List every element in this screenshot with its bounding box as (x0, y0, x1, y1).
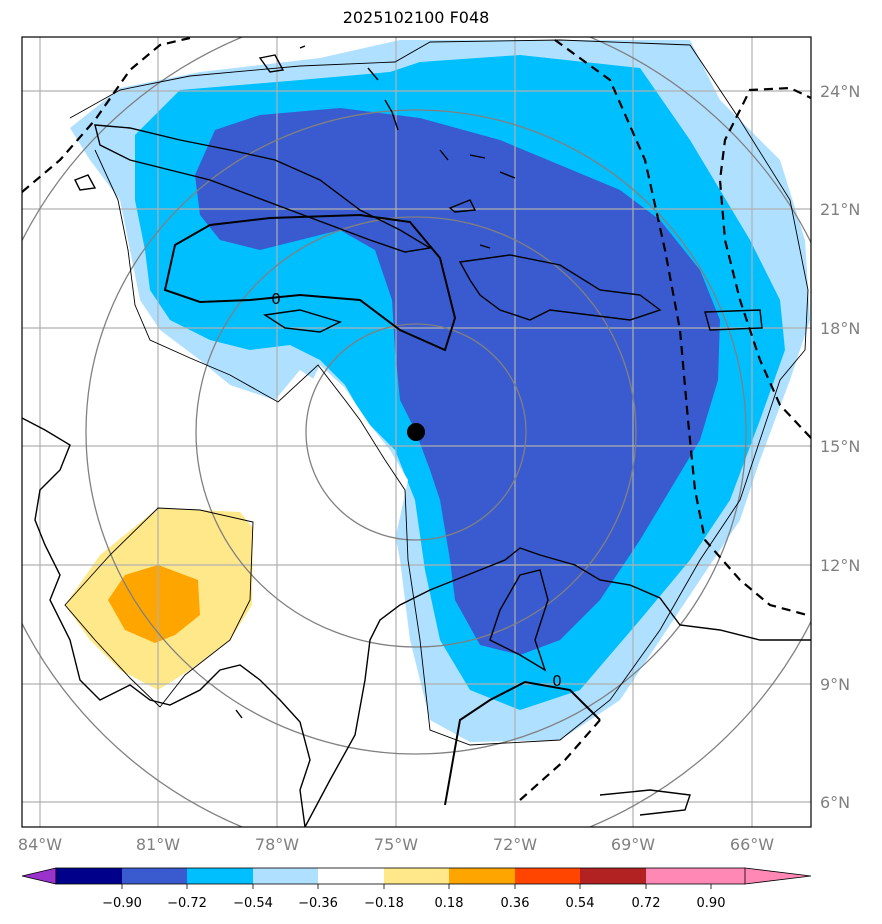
colorbar-tick-label: 0.72 (632, 896, 661, 911)
contour-label: 0 (271, 290, 281, 308)
colorbar-tick-label: −0.54 (233, 896, 273, 911)
colorbar-tick-label: 0.36 (501, 896, 530, 911)
puerto-rico-coastline (704, 309, 763, 331)
colorbar-segment (515, 868, 580, 884)
central-america-coastline (22, 417, 311, 827)
lat-label: 9°N (820, 675, 850, 694)
lat-label: 6°N (820, 793, 850, 812)
colorbar-tick-label: 0.54 (566, 896, 595, 911)
dashed-contours (22, 37, 811, 801)
colorbar-tick-label: 0.18 (435, 896, 464, 911)
colorbar-segment (646, 868, 711, 884)
colorbar-tick-label: −0.90 (102, 896, 142, 911)
colorbar-segment (449, 868, 515, 884)
lon-label: 66°W (730, 835, 774, 854)
lat-label: 12°N (820, 556, 860, 575)
contour-fill-orange (108, 565, 200, 643)
latitude-axis: 24°N 21°N 18°N 15°N 12°N 9°N 6°N (820, 82, 860, 812)
colorbar-segment (56, 868, 122, 884)
graticule (22, 37, 811, 827)
colorbar-segment (187, 868, 253, 884)
colorbar-segment (253, 868, 318, 884)
jamaica-coastline (263, 309, 342, 333)
storm-center-marker (407, 423, 425, 441)
lon-label: 78°W (255, 835, 299, 854)
coastlines (22, 45, 811, 827)
colorbar-tick-label: −0.36 (298, 896, 338, 911)
cuba-coastline (94, 124, 433, 253)
lon-label: 75°W (374, 835, 418, 854)
hispaniola-coastline (458, 254, 662, 321)
colorbar-segment (580, 868, 646, 884)
lon-label: 81°W (136, 835, 180, 854)
lat-label: 21°N (820, 200, 860, 219)
contour-label: 0 (552, 672, 562, 690)
longitude-axis: 84°W 81°W 78°W 75°W 72°W 69°W 66°W (18, 835, 774, 854)
colorbar-extend-high (711, 868, 811, 884)
map-frame (21, 36, 812, 828)
lat-label: 24°N (820, 82, 860, 101)
colorbar-segment (384, 868, 449, 884)
colorbar-tick-label: −0.18 (364, 896, 404, 911)
contour-fill-dark-blue (195, 108, 720, 655)
lon-label: 69°W (611, 835, 655, 854)
range-rings (22, 37, 811, 827)
colorbar-tick-label: 0.90 (697, 896, 726, 911)
colorbar-segment (122, 868, 187, 884)
lon-label: 84°W (18, 835, 62, 854)
south-america-coastline (304, 547, 811, 827)
colorbar-segment (318, 868, 384, 884)
lat-label: 15°N (820, 437, 860, 456)
zero-contours (163, 213, 601, 806)
lon-label: 72°W (493, 835, 537, 854)
thin-contours (64, 39, 809, 746)
colorbar-tick-label: −0.72 (167, 896, 207, 911)
lat-label: 18°N (820, 319, 860, 338)
colorbar: −0.90 −0.72 −0.54 −0.36 −0.18 0.18 0.36 … (21, 867, 812, 911)
map-title: 2025102100 F048 (342, 8, 490, 27)
colorbar-extend-low (21, 867, 57, 885)
